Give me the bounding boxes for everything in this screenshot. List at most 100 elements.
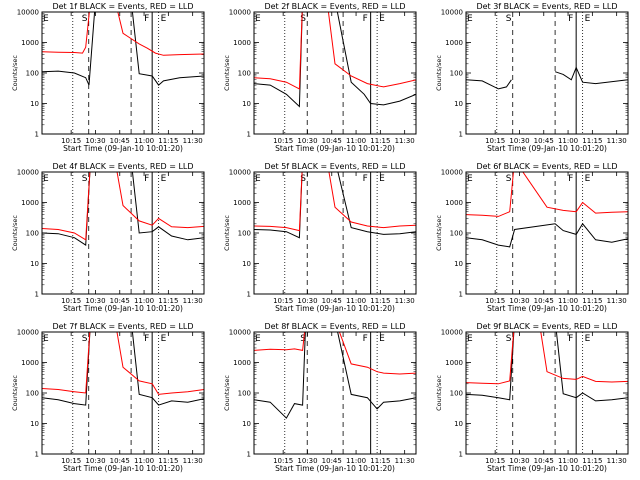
x-axis-label: Start Time (09-Jan-10 10:01:20) — [487, 464, 607, 473]
y-tick-label: 10 — [242, 100, 251, 108]
y-tick-label: 1000 — [21, 39, 39, 47]
y-tick-label: 10000 — [229, 9, 251, 17]
marker-label: E — [585, 334, 591, 344]
y-tick-label: 100 — [238, 230, 251, 238]
y-tick-label: 100 — [26, 70, 39, 78]
marker-label: E — [255, 14, 261, 24]
marker-label: E — [585, 174, 591, 184]
x-axis-label: Start Time (09-Jan-10 10:01:20) — [275, 304, 395, 313]
y-tick-label: 1 — [35, 131, 39, 139]
x-axis-label: Start Time (09-Jan-10 10:01:20) — [275, 144, 395, 153]
panel-title: Det 2f BLACK = Events, RED = LLD — [264, 2, 405, 11]
x-tick-label: 11:30 — [607, 457, 627, 465]
marker-label: E — [255, 174, 261, 184]
y-tick-label: 1 — [459, 291, 463, 299]
marker-label: E — [161, 14, 167, 24]
series-line-events — [42, 332, 204, 406]
series-line-events — [42, 172, 204, 246]
y-tick-label: 1000 — [21, 199, 39, 207]
panel-6: Det 6f BLACK = Events, RED = LLD 1 10 100 10… — [435, 162, 629, 313]
marker-label: E — [43, 334, 49, 344]
series-group — [466, 66, 628, 90]
series-line-lld — [466, 332, 628, 385]
x-axis-label: Start Time (09-Jan-10 10:01:20) — [275, 464, 395, 473]
series-group — [42, 332, 204, 406]
series-line-events — [254, 172, 416, 239]
y-tick-label: 1 — [35, 451, 39, 459]
x-tick-label: 11:30 — [607, 297, 627, 305]
y-axis-label: Counts/sec — [435, 55, 443, 91]
y-tick-label: 100 — [26, 390, 39, 398]
y-tick-label: 1000 — [233, 39, 251, 47]
y-tick-label: 1 — [459, 451, 463, 459]
y-tick-label: 100 — [450, 230, 463, 238]
series-line-lld — [466, 172, 628, 217]
y-tick-label: 1 — [247, 291, 251, 299]
x-tick-label: 10:30 — [297, 137, 317, 145]
x-tick-label: 10:30 — [85, 137, 105, 145]
marker-label: F — [144, 334, 149, 344]
x-tick-label: 11:00 — [134, 137, 154, 145]
x-tick-label: 11:15 — [582, 297, 602, 305]
x-tick-label: 10:30 — [509, 137, 529, 145]
x-tick-label: 10:45 — [322, 137, 342, 145]
panel-1: Det 1f BLACK = Events, RED = LLD 1 10 100 10… — [11, 2, 205, 153]
x-tick-label: 11:30 — [607, 137, 627, 145]
x-tick-label: 11:00 — [558, 457, 578, 465]
x-tick-label: 10:30 — [85, 457, 105, 465]
x-tick-label: 11:30 — [183, 297, 203, 305]
x-tick-label: 11:00 — [346, 137, 366, 145]
y-tick-label: 1000 — [445, 39, 463, 47]
y-tick-label: 10000 — [441, 169, 463, 177]
y-tick-label: 10 — [242, 420, 251, 428]
series-group — [254, 172, 416, 239]
series-line-events — [254, 12, 416, 108]
y-axis-label: Counts/sec — [435, 215, 443, 251]
x-tick-label: 11:00 — [134, 297, 154, 305]
y-tick-label: 1000 — [445, 359, 463, 367]
marker-label: E — [379, 14, 385, 24]
y-tick-label: 100 — [450, 390, 463, 398]
panel-title: Det 5f BLACK = Events, RED = LLD — [264, 162, 405, 171]
x-axis-label: Start Time (09-Jan-10 10:01:20) — [63, 464, 183, 473]
y-axis-label: Counts/sec — [11, 375, 19, 411]
panel-title: Det 6f BLACK = Events, RED = LLD — [476, 162, 617, 171]
x-tick-label: 10:15 — [61, 137, 81, 145]
y-tick-label: 100 — [238, 70, 251, 78]
y-tick-label: 10 — [454, 420, 463, 428]
x-tick-label: 10:45 — [534, 137, 554, 145]
series-line-lld — [254, 12, 416, 90]
series-line-lld — [42, 332, 204, 395]
y-tick-label: 1 — [247, 131, 251, 139]
marker-label: E — [467, 334, 473, 344]
y-tick-label: 10000 — [441, 329, 463, 337]
series-line-events — [254, 332, 416, 419]
x-tick-label: 10:45 — [110, 297, 130, 305]
x-tick-label: 10:15 — [485, 137, 505, 145]
y-tick-label: 100 — [26, 230, 39, 238]
x-tick-label: 11:00 — [558, 297, 578, 305]
x-tick-label: 11:30 — [183, 137, 203, 145]
series-line-events — [554, 66, 628, 85]
y-axis-label: Counts/sec — [11, 55, 19, 91]
series-line-events — [466, 79, 512, 90]
marker-label: E — [379, 334, 385, 344]
marker-label: F — [144, 14, 149, 24]
x-tick-label: 10:15 — [61, 457, 81, 465]
panel-title: Det 9f BLACK = Events, RED = LLD — [476, 322, 617, 331]
y-tick-label: 1 — [247, 451, 251, 459]
y-axis-label: Counts/sec — [435, 375, 443, 411]
plot-frame — [41, 331, 205, 455]
x-tick-label: 10:45 — [534, 457, 554, 465]
marker-label: F — [144, 174, 149, 184]
x-tick-label: 10:45 — [322, 457, 342, 465]
marker-label: S — [82, 174, 88, 184]
y-tick-label: 10000 — [441, 9, 463, 17]
plot-frame — [465, 11, 629, 135]
y-tick-label: 10000 — [17, 329, 39, 337]
y-tick-label: 100 — [450, 70, 463, 78]
marker-label: F — [568, 334, 573, 344]
x-tick-label: 11:00 — [346, 297, 366, 305]
y-tick-label: 10 — [30, 100, 39, 108]
series-line-lld — [254, 332, 416, 375]
